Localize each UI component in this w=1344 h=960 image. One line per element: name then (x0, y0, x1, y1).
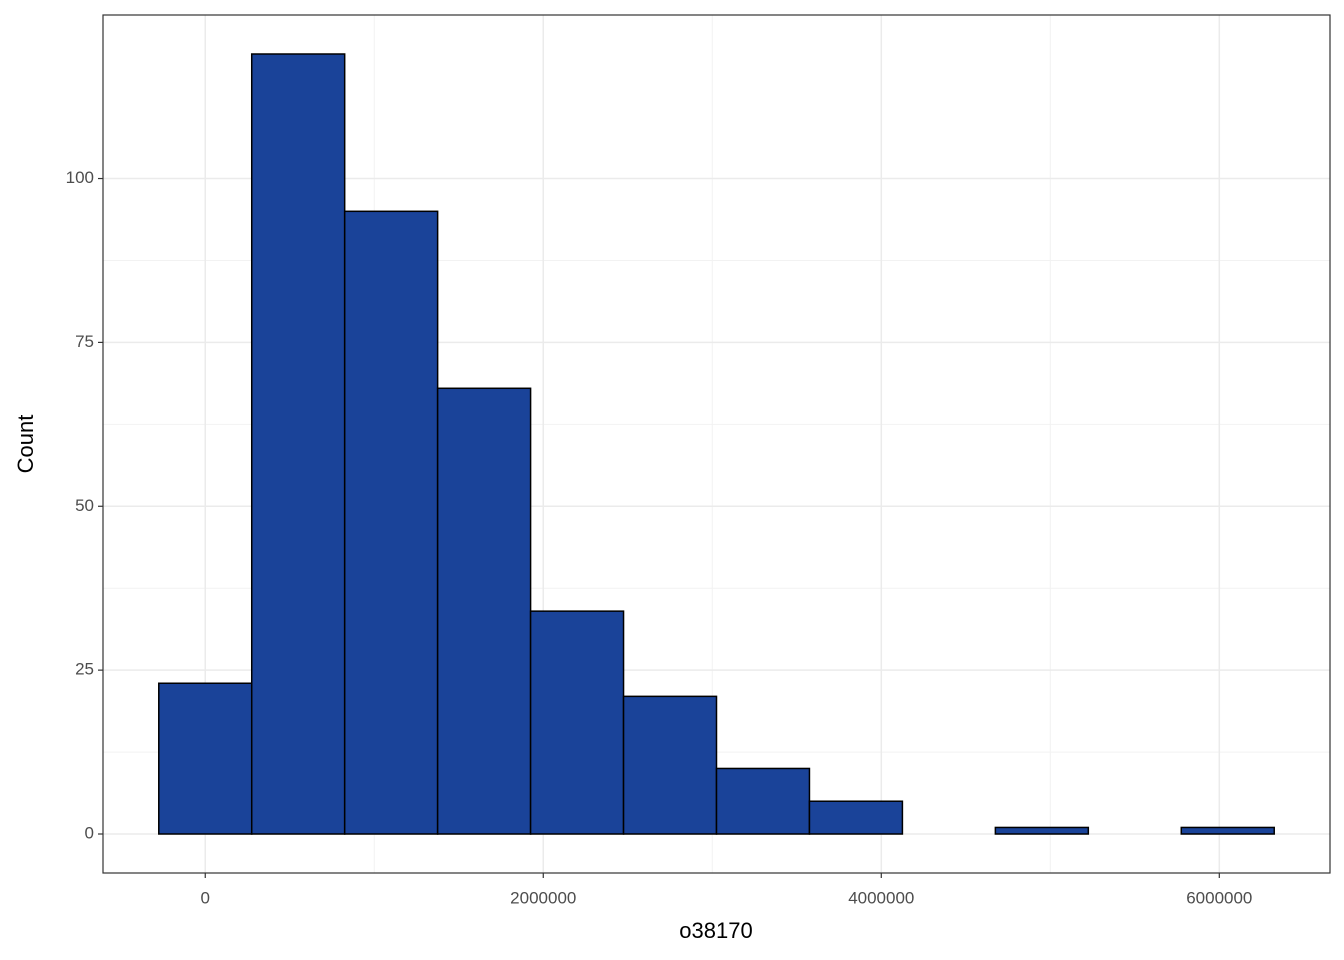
bar (715, 767, 811, 835)
bar (622, 695, 718, 835)
bar (529, 610, 625, 835)
bar (1180, 826, 1275, 835)
y-tick-label: 25 (75, 660, 94, 679)
x-tick-label: 0 (201, 888, 210, 907)
y-tick-label: 50 (75, 496, 94, 515)
bar (158, 682, 253, 835)
y-tick-label: 75 (75, 332, 94, 351)
y-axis-title: Count (13, 415, 38, 474)
y-tick-label: 0 (85, 823, 94, 842)
x-tick-label: 4000000 (848, 888, 914, 907)
bar (250, 53, 346, 835)
x-axis-title: o38170 (679, 918, 752, 943)
bar (808, 800, 904, 835)
bar (343, 210, 439, 835)
bar (436, 387, 532, 835)
x-tick-label: 2000000 (510, 888, 576, 907)
y-tick-label: 100 (66, 168, 94, 187)
x-tick-label: 6000000 (1186, 888, 1252, 907)
panel-border (102, 14, 1331, 874)
bar (994, 826, 1090, 835)
